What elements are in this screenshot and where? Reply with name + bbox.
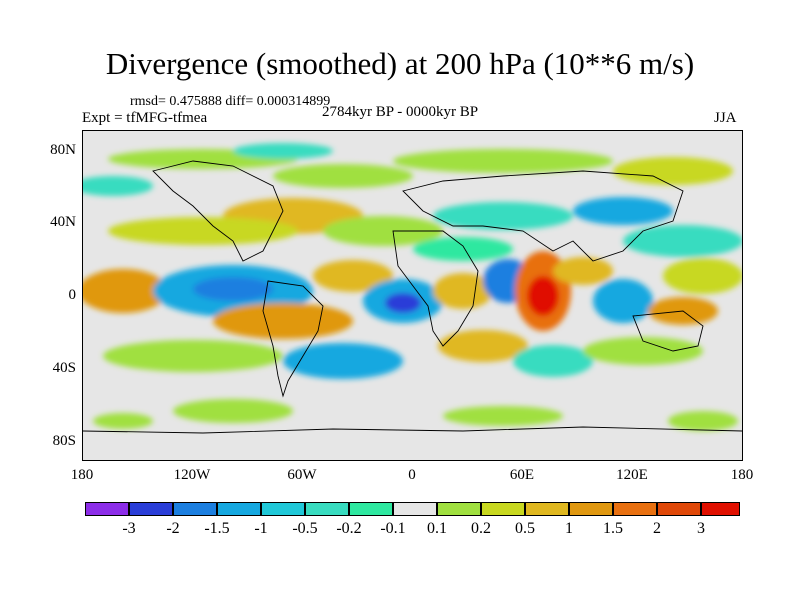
colorbar-label: -3 — [122, 520, 136, 537]
experiment-label: Expt = tfMFG-tfmea — [82, 110, 208, 126]
colorbar-label: 0.2 — [471, 520, 491, 537]
contour-cyan — [623, 225, 743, 257]
colorbar-label: -0.5 — [292, 520, 318, 537]
x-label-120w: 120W — [173, 467, 211, 483]
contour-blue — [593, 279, 653, 323]
y-label-80n: 80N — [50, 142, 76, 158]
contour-blue — [283, 343, 403, 379]
antarctica-coast — [82, 426, 743, 434]
contour-yellow — [438, 330, 528, 362]
contour-green — [393, 149, 613, 173]
colorbar-box — [349, 502, 393, 516]
eurasia-coast — [402, 170, 684, 262]
y-label-0: 0 — [68, 287, 77, 303]
x-label-180e: 180 — [730, 467, 754, 483]
contour-blue — [573, 197, 673, 225]
contour-red — [527, 276, 559, 316]
colorbar-box — [481, 502, 525, 516]
period-label: 2784kyr BP - 0000kyr BP — [322, 104, 479, 120]
contour-green — [173, 399, 293, 423]
colorbar-box — [393, 502, 437, 516]
contour-green — [273, 164, 413, 188]
coastlines — [82, 160, 743, 434]
x-label-180w: 180 — [70, 467, 94, 483]
divergence-field — [73, 143, 743, 431]
colorbar-label: 1 — [565, 520, 573, 537]
divergence-map — [73, 130, 743, 461]
contour-darkblue — [385, 293, 421, 313]
colorbar-label: -1 — [254, 520, 268, 537]
colorbar-label: 0.1 — [427, 520, 447, 537]
rmsd-stats: rmsd= 0.475888 diff= 0.000314899 — [130, 94, 331, 109]
x-label-60e: 60E — [509, 467, 535, 483]
contour-green — [668, 411, 738, 431]
colorbar-box — [569, 502, 613, 516]
colorbar-box — [657, 502, 701, 516]
colorbar-label: -1.5 — [204, 520, 230, 537]
colorbar-label: -2 — [166, 520, 180, 537]
contour-cyan — [73, 176, 153, 196]
colorbar-box — [217, 502, 261, 516]
colorbar-box — [305, 502, 349, 516]
australia-coast — [632, 310, 704, 352]
colorbar-box — [173, 502, 217, 516]
contour-yellow — [433, 273, 493, 309]
contour-green — [103, 340, 283, 372]
x-label-0: 0 — [408, 467, 416, 483]
y-label-40s: 40S — [52, 360, 76, 376]
africa-coast — [392, 230, 479, 347]
contour-blue — [193, 277, 273, 301]
contour-green — [323, 216, 443, 246]
colorbar-box — [129, 502, 173, 516]
colorbar-label: 2 — [653, 520, 661, 537]
contour-orange — [213, 303, 353, 339]
contour-green — [108, 217, 298, 245]
colorbar-label: 0.5 — [515, 520, 535, 537]
contour-orange — [78, 269, 168, 313]
colorbar-label: -0.2 — [336, 520, 362, 537]
contour-cyan — [233, 143, 333, 159]
contour-green — [583, 337, 703, 365]
y-label-80s: 80S — [52, 433, 76, 449]
plot-title: Divergence (smoothed) at 200 hPa (10**6 … — [105, 46, 695, 81]
season-label: JJA — [714, 110, 737, 126]
contour-yellow — [553, 257, 613, 285]
contour-yellow — [313, 260, 393, 292]
contour-green — [613, 157, 733, 185]
x-label-120e: 120E — [616, 467, 648, 483]
contour-green — [443, 406, 563, 426]
south-america-coast — [262, 280, 324, 398]
contour-cyan — [433, 202, 573, 230]
colorbar-box — [437, 502, 481, 516]
colorbar-box — [525, 502, 569, 516]
colorbar-box — [261, 502, 305, 516]
colorbar-label: 3 — [697, 520, 705, 537]
colorbar-label: 1.5 — [603, 520, 623, 537]
map-canvas — [73, 131, 743, 460]
north-america-coast — [152, 160, 284, 262]
x-label-60w: 60W — [287, 467, 317, 483]
contour-cyan — [513, 345, 593, 377]
contour-green — [663, 258, 743, 294]
colorbar-box — [701, 502, 740, 516]
contour-green — [93, 413, 153, 429]
y-label-40n: 40N — [50, 214, 76, 230]
colorbar-box — [613, 502, 657, 516]
contour-cyan — [413, 237, 513, 261]
colorbar-label: -0.1 — [380, 520, 406, 537]
colorbar-box — [85, 502, 129, 516]
